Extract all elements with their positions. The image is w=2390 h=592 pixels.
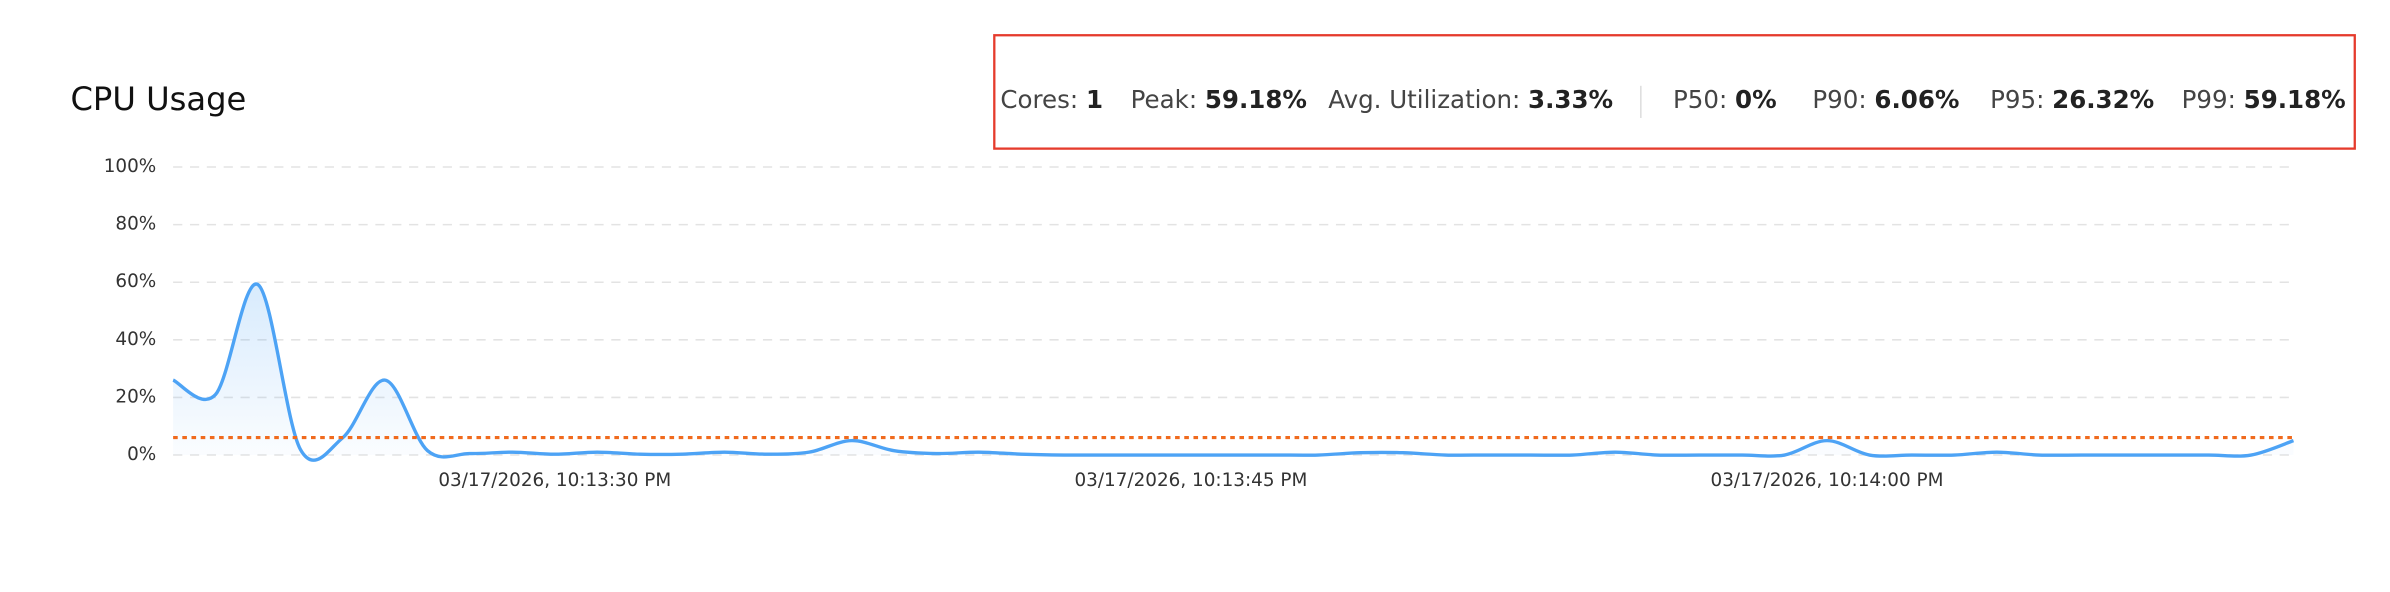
- stat-value: 26.32%: [2052, 85, 2154, 114]
- stat-value: 3.33%: [1528, 85, 1613, 114]
- y-tick-label: 40%: [115, 329, 156, 350]
- chart-title: CPU Usage: [70, 80, 246, 118]
- y-tick-label: 100%: [104, 156, 157, 177]
- x-tick-label: 03/17/2026, 10:14:00 PM: [1711, 470, 1944, 491]
- stat: P50: 0%: [1673, 85, 1777, 114]
- stat-value: 6.06%: [1874, 85, 1959, 114]
- stat-label: P90:: [1812, 85, 1866, 114]
- stat: P95: 26.32%: [1990, 85, 2154, 114]
- x-tick-label: 03/17/2026, 10:13:30 PM: [438, 470, 671, 491]
- stat-value: 59.18%: [2244, 85, 2346, 114]
- stat: Cores: 1: [1000, 85, 1103, 114]
- stat: Avg. Utilization: 3.33%: [1328, 85, 1613, 114]
- stat-label: Avg. Utilization:: [1328, 85, 1520, 114]
- stat: Peak: 59.18%: [1131, 85, 1307, 114]
- stat-label: P50:: [1673, 85, 1727, 114]
- stat: P90: 6.06%: [1812, 85, 1959, 114]
- y-tick-label: 20%: [115, 386, 156, 407]
- y-tick-label: 80%: [115, 214, 156, 235]
- series-line: [172, 282, 2295, 462]
- series-area: [173, 284, 2294, 461]
- stat-value: 0%: [1735, 85, 1777, 114]
- stat-label: P95:: [1990, 85, 2044, 114]
- stat-value: 1: [1086, 85, 1103, 114]
- y-tick-label: 0%: [127, 444, 156, 465]
- stat-label: P99:: [2182, 85, 2236, 114]
- stat-label: Peak:: [1131, 85, 1197, 114]
- stat: P99: 59.18%: [2182, 85, 2346, 114]
- stat-label: Cores:: [1000, 85, 1078, 114]
- y-tick-label: 60%: [115, 271, 156, 292]
- highlight-box: [993, 34, 2356, 150]
- x-tick-label: 03/17/2026, 10:13:45 PM: [1074, 470, 1307, 491]
- stat-value: 59.18%: [1205, 85, 1307, 114]
